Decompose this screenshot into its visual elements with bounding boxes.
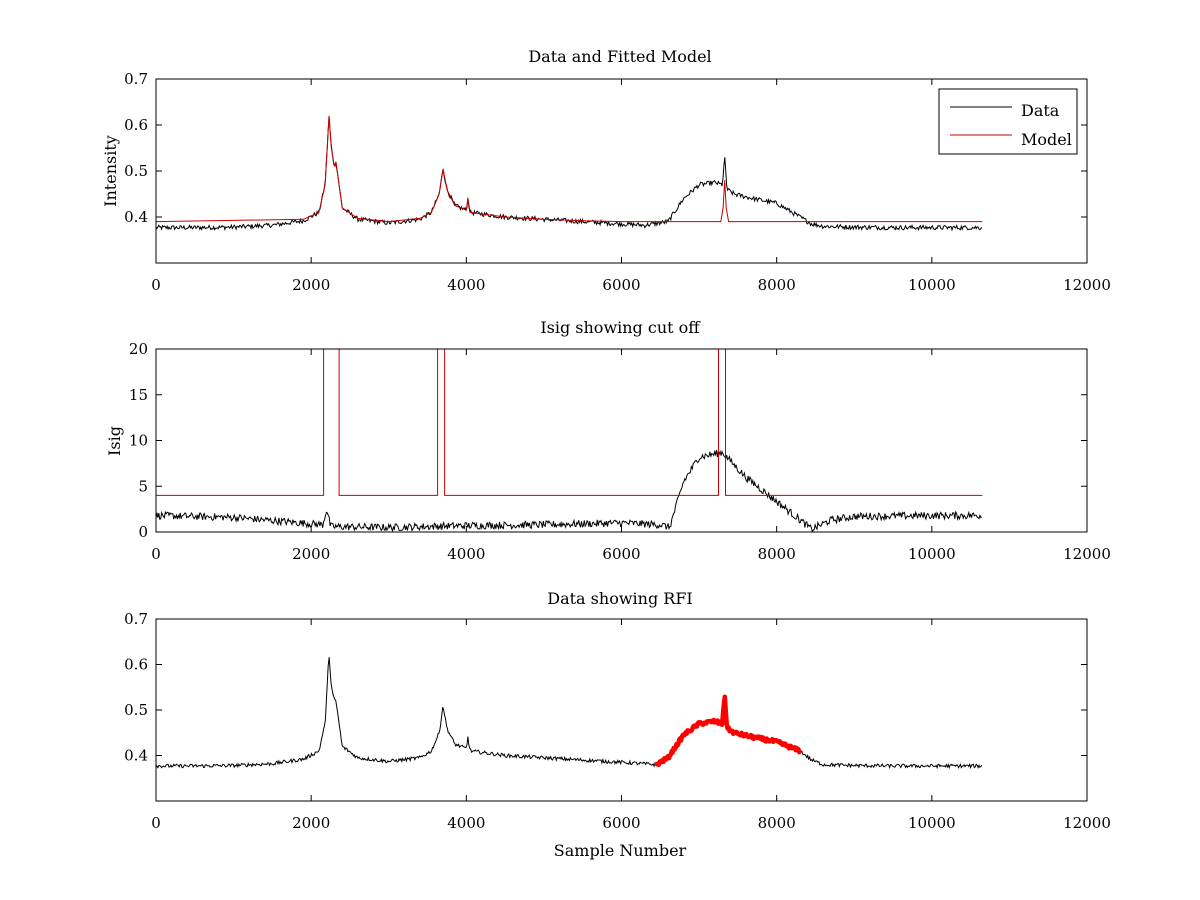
y-tick-label: 0.4 bbox=[124, 747, 148, 765]
plot-area: 0 2000 4000 6000 8000 10000 12000 0 5 10 15 20 bbox=[129, 340, 1111, 563]
x-tick-label: 6000 bbox=[602, 814, 640, 832]
x-tick-label: 8000 bbox=[758, 814, 796, 832]
x-tick-label: 10000 bbox=[908, 545, 956, 563]
x-axis-label: Sample Number bbox=[554, 841, 687, 860]
y-tick-label: 0 bbox=[138, 523, 148, 541]
x-tick-label: 6000 bbox=[602, 276, 640, 294]
y-axis-label: Intensity bbox=[101, 135, 120, 207]
x-tick-label: 2000 bbox=[292, 545, 330, 563]
series-line-model bbox=[156, 115, 983, 223]
rfi-highlight bbox=[654, 694, 802, 768]
x-tick-label: 2000 bbox=[292, 276, 330, 294]
y-tick-label: 0.7 bbox=[124, 610, 148, 628]
plot-area: 0 2000 4000 6000 8000 10000 12000 0.4 0.5 0.6 0.7 bbox=[124, 70, 1111, 294]
x-tick-label: 0 bbox=[151, 814, 161, 832]
panel-data-showing-rfi: Data showing RFI Sample Number 0 2000 4000… bbox=[124, 589, 1111, 860]
series-line-data bbox=[156, 116, 983, 232]
y-tick-label: 0.7 bbox=[124, 70, 148, 88]
y-tick-label: 0.4 bbox=[124, 208, 148, 226]
series-line-isig bbox=[156, 449, 983, 532]
series-group bbox=[156, 657, 983, 770]
series-line-data bbox=[156, 657, 983, 770]
x-tick-label: 12000 bbox=[1063, 545, 1111, 563]
y-tick-label: 10 bbox=[129, 432, 148, 450]
x-tick-label: 10000 bbox=[908, 814, 956, 832]
x-tick-label: 6000 bbox=[602, 545, 640, 563]
x-tick-label: 0 bbox=[151, 276, 161, 294]
y-tick-label: 0.5 bbox=[124, 162, 148, 180]
x-tick-label: 2000 bbox=[292, 814, 330, 832]
panel-isig-showing-cut-off: Isig showing cut off Isig 0 2000 4000 6000 8… bbox=[105, 318, 1111, 563]
chart-title: Isig showing cut off bbox=[540, 318, 701, 337]
x-tick-label: 4000 bbox=[447, 545, 485, 563]
y-tick-label: 15 bbox=[129, 386, 148, 404]
panel-data-and-fitted-model: Data and Fitted Model Intensity 0 2000 400… bbox=[101, 47, 1111, 294]
x-tick-label: 12000 bbox=[1063, 814, 1111, 832]
x-tick-label: 12000 bbox=[1063, 276, 1111, 294]
x-tick-label: 8000 bbox=[758, 545, 796, 563]
series-group bbox=[156, 349, 983, 532]
x-tick-label: 8000 bbox=[758, 276, 796, 294]
y-axis-label: Isig bbox=[105, 426, 124, 456]
x-tick-label: 4000 bbox=[447, 814, 485, 832]
y-tick-label: 0.6 bbox=[124, 116, 148, 134]
x-tick-label: 10000 bbox=[908, 276, 956, 294]
legend-box bbox=[938, 88, 1078, 155]
x-tick-label: 0 bbox=[151, 545, 161, 563]
y-tick-label: 5 bbox=[138, 477, 148, 495]
y-tick-label: 20 bbox=[129, 340, 148, 358]
plot-area: 0 2000 4000 6000 8000 10000 12000 0.4 0.5 0.6 0.7 bbox=[124, 610, 1111, 832]
series-group bbox=[156, 115, 983, 232]
legend-label-data: Data bbox=[1021, 101, 1060, 120]
chart-title: Data showing RFI bbox=[547, 589, 692, 608]
chart-title: Data and Fitted Model bbox=[528, 47, 711, 66]
y-tick-label: 0.5 bbox=[124, 701, 148, 719]
x-tick-label: 4000 bbox=[447, 276, 485, 294]
legend: Data Model bbox=[938, 88, 1078, 155]
y-tick-label: 0.6 bbox=[124, 656, 148, 674]
legend-label-model: Model bbox=[1021, 130, 1072, 149]
